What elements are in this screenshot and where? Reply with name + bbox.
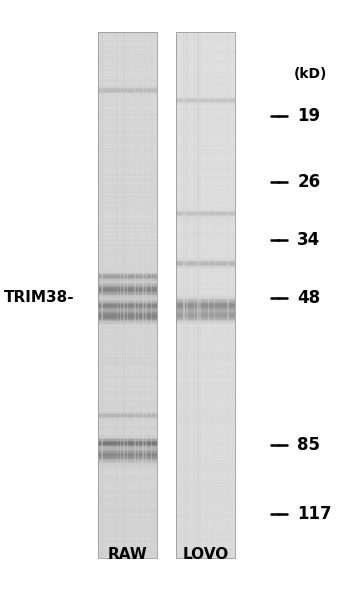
Text: 85: 85 (297, 435, 320, 454)
Text: 19: 19 (297, 107, 320, 126)
Text: RAW: RAW (107, 548, 147, 562)
Text: 34: 34 (297, 231, 320, 249)
Text: LOVO: LOVO (183, 548, 229, 562)
Text: TRIM38-: TRIM38- (4, 290, 74, 305)
Text: 48: 48 (297, 289, 320, 307)
Text: 26: 26 (297, 173, 320, 191)
Bar (97, 32, 157, 558)
Text: (kD): (kD) (294, 67, 327, 81)
Text: 117: 117 (297, 506, 332, 523)
Bar (176, 32, 236, 558)
